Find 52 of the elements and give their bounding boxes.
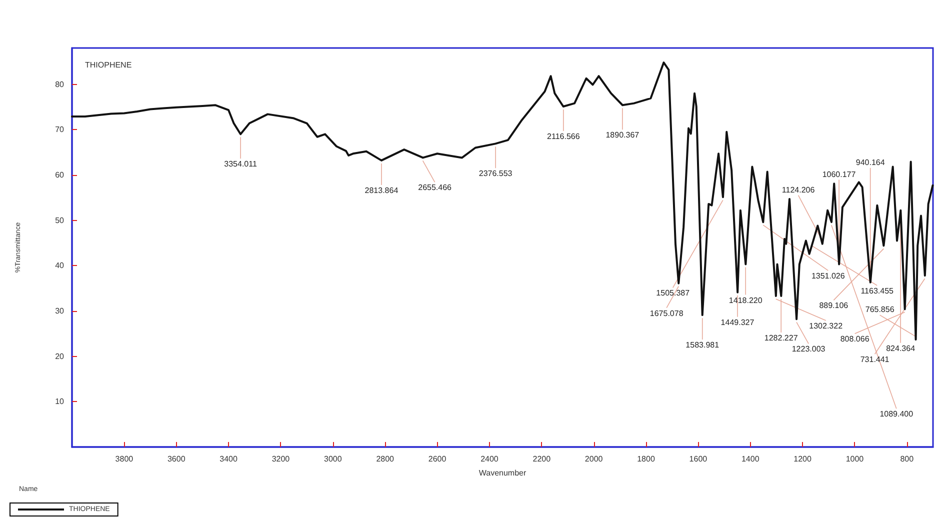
annotation: 1163.455 bbox=[860, 286, 894, 296]
annotation: 889.106 bbox=[819, 301, 849, 310]
annotation: 1302.322 bbox=[809, 322, 844, 331]
y-tick-label: 20 bbox=[55, 352, 65, 361]
annotation: 1060.177 bbox=[822, 170, 856, 179]
x-tick-label: 3600 bbox=[167, 454, 186, 464]
x-tick-label: 3800 bbox=[115, 454, 134, 464]
annotation: 1890.367 bbox=[606, 130, 640, 140]
annotation: 1505.387 bbox=[656, 288, 690, 298]
line-series bbox=[71, 62, 934, 341]
annotation: 3354.011 bbox=[224, 160, 258, 169]
annotation: 824.364 bbox=[886, 344, 916, 353]
y-tick-label: 50 bbox=[55, 216, 65, 225]
x-tick-label: 1200 bbox=[794, 454, 812, 464]
annotation: 1124.206 bbox=[782, 185, 816, 194]
x-tick-label: 1600 bbox=[689, 454, 708, 464]
y-tick-label: 10 bbox=[55, 397, 65, 406]
y-tick-label: 70 bbox=[55, 125, 65, 134]
annotation: 1449.327 bbox=[720, 318, 755, 327]
x-tick-label: 1800 bbox=[637, 454, 656, 464]
y-tick-label: 40 bbox=[55, 261, 65, 270]
annotation: 1583.981 bbox=[686, 340, 720, 350]
y-tick-label: 80 bbox=[55, 80, 65, 89]
x-tick-label: 2800 bbox=[376, 454, 395, 464]
annotation: 2116.566 bbox=[547, 132, 580, 141]
x-axis-title: Wavenumber bbox=[478, 468, 526, 478]
x-tick-label: 3000 bbox=[324, 454, 342, 464]
x-tick-label: 2000 bbox=[584, 454, 604, 464]
annotation: 2376.553 bbox=[478, 169, 513, 178]
annotation: 1351.026 bbox=[811, 272, 846, 281]
annotation: 1675.078 bbox=[650, 308, 684, 318]
y-tick-label: 60 bbox=[55, 170, 65, 180]
annotation: 1223.003 bbox=[792, 344, 826, 354]
y-tick-label: 30 bbox=[55, 306, 65, 316]
annotation: 808.066 bbox=[840, 334, 870, 344]
x-tick-label: 3400 bbox=[220, 454, 238, 464]
x-tick-label: 3200 bbox=[272, 454, 290, 464]
x-tick-label: 2200 bbox=[532, 454, 552, 464]
annotation: 731.441 bbox=[860, 355, 890, 364]
x-tick-label: 2400 bbox=[480, 454, 499, 464]
annotation: 1089.400 bbox=[880, 410, 914, 419]
annotation: 1418.220 bbox=[728, 296, 763, 305]
annotation: 1282.227 bbox=[764, 334, 798, 343]
annotation: 940.164 bbox=[856, 158, 886, 167]
x-tick-label: 2600 bbox=[428, 454, 447, 464]
x-tick-label: 800 bbox=[900, 454, 914, 464]
annotation: 765.856 bbox=[865, 305, 895, 314]
annotation: 2655.466 bbox=[418, 183, 452, 192]
annotation: 2813.864 bbox=[364, 186, 399, 195]
x-tick-label: 1000 bbox=[846, 454, 864, 464]
text: THIOPHENE bbox=[85, 60, 132, 70]
x-tick-label: 1400 bbox=[741, 454, 760, 464]
